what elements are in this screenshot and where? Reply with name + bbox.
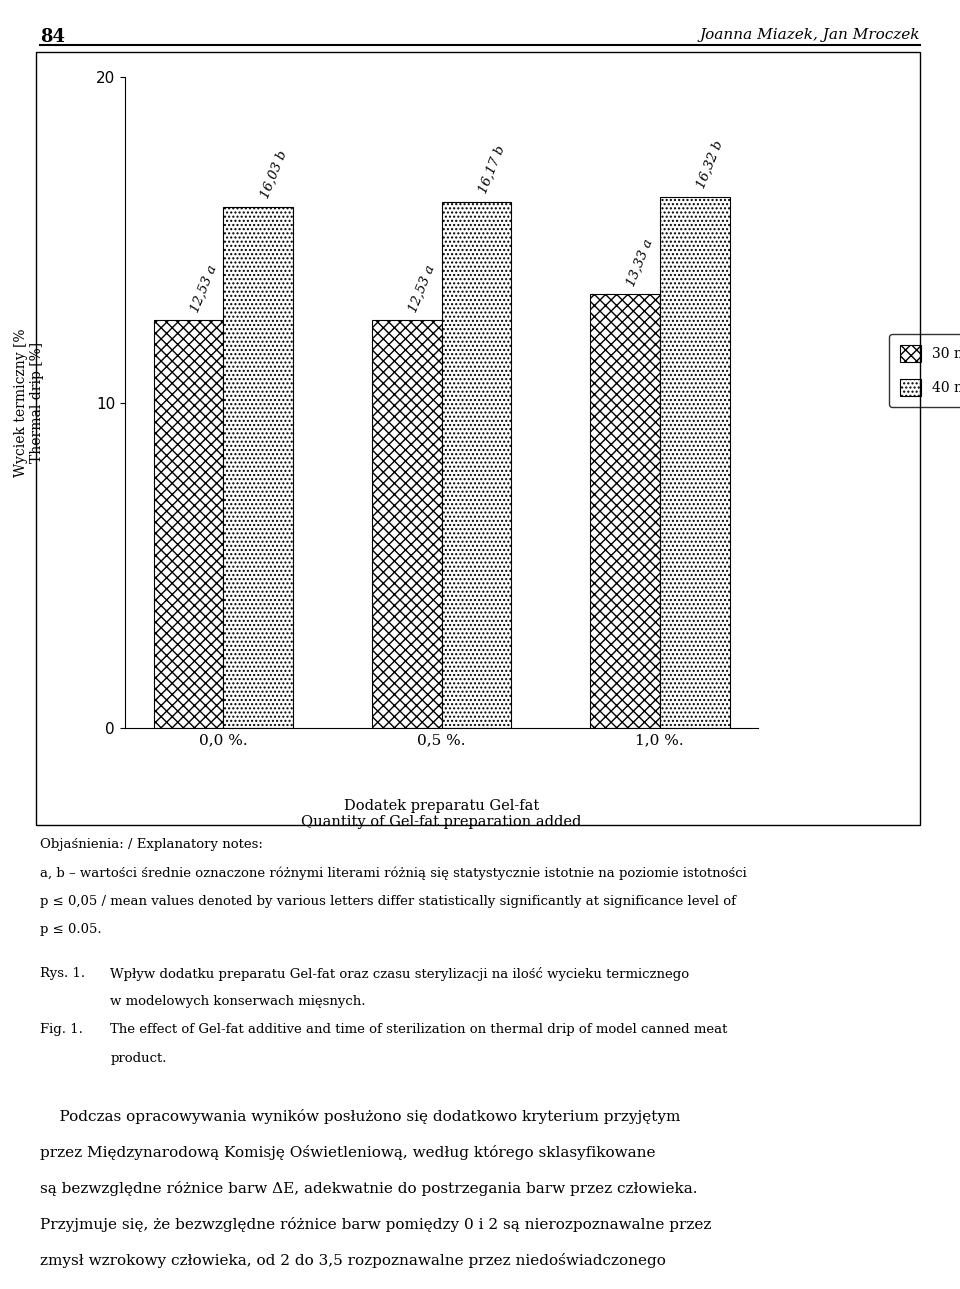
- Text: Przyjmuje się, że bezwzględne różnice barw pomiędzy 0 i 2 są nierozpoznawalne pr: Przyjmuje się, że bezwzględne różnice ba…: [40, 1217, 711, 1232]
- Text: 16,32 b: 16,32 b: [695, 139, 726, 191]
- Text: The effect of Gel-fat additive and time of sterilization on thermal drip of mode: The effect of Gel-fat additive and time …: [110, 1023, 728, 1036]
- Text: a, b – wartości średnie oznaczone różnymi literami różnią się statystycznie isto: a, b – wartości średnie oznaczone różnym…: [40, 866, 747, 879]
- Text: Wyciek termiczny [%
Thermal drip [%]: Wyciek termiczny [% Thermal drip [%]: [13, 329, 44, 477]
- Text: 12,53 a: 12,53 a: [407, 263, 438, 315]
- Text: są bezwzględne różnice barw ΔE, adekwatnie do postrzegania barw przez człowieka.: są bezwzględne różnice barw ΔE, adekwatn…: [40, 1181, 698, 1196]
- Text: przez Międzynarodową Komisję Oświetleniową, według którego sklasyfikowane: przez Międzynarodową Komisję Oświetlenio…: [40, 1145, 656, 1160]
- Text: 12,53 a: 12,53 a: [188, 263, 219, 315]
- Text: 16,03 b: 16,03 b: [258, 148, 289, 200]
- Text: Joanna Miazek, Jan Mroczek: Joanna Miazek, Jan Mroczek: [699, 28, 920, 43]
- Text: Fig. 1.: Fig. 1.: [40, 1023, 84, 1036]
- Text: p ≤ 0,05 / mean values denoted by various letters differ statistically significa: p ≤ 0,05 / mean values denoted by variou…: [40, 895, 736, 907]
- Text: Rys. 1.: Rys. 1.: [40, 967, 85, 980]
- Text: Podczas opracowywania wyników posłużono się dodatkowo kryterium przyjętym: Podczas opracowywania wyników posłużono …: [40, 1109, 681, 1124]
- Text: Wpływ dodatku preparatu Gel-fat oraz czasu sterylizacji na ilość wycieku termicz: Wpływ dodatku preparatu Gel-fat oraz cza…: [110, 967, 689, 981]
- Text: product.: product.: [110, 1052, 167, 1065]
- Text: zmysł wzrokowy człowieka, od 2 do 3,5 rozpoznawalne przez niedoświadczonego: zmysł wzrokowy człowieka, od 2 do 3,5 ro…: [40, 1253, 666, 1268]
- Bar: [372, 321, 442, 728]
- Text: 84: 84: [40, 28, 65, 46]
- Bar: [442, 202, 512, 728]
- Bar: [590, 294, 660, 728]
- Text: Objaśnienia: / Explanatory notes:: Objaśnienia: / Explanatory notes:: [40, 838, 263, 851]
- Text: 16,17 b: 16,17 b: [476, 144, 508, 196]
- Bar: [224, 206, 293, 728]
- Text: p ≤ 0.05.: p ≤ 0.05.: [40, 923, 102, 936]
- Text: Dodatek preparatu Gel-fat
Quantity of Gel-fat preparation added: Dodatek preparatu Gel-fat Quantity of Ge…: [301, 799, 582, 829]
- Bar: [660, 197, 730, 728]
- Text: w modelowych konserwach mięsnych.: w modelowych konserwach mięsnych.: [110, 995, 366, 1008]
- Legend: 30 min, 40 min: 30 min, 40 min: [889, 334, 960, 406]
- Text: 13,33 a: 13,33 a: [625, 237, 656, 287]
- Bar: [154, 321, 224, 728]
